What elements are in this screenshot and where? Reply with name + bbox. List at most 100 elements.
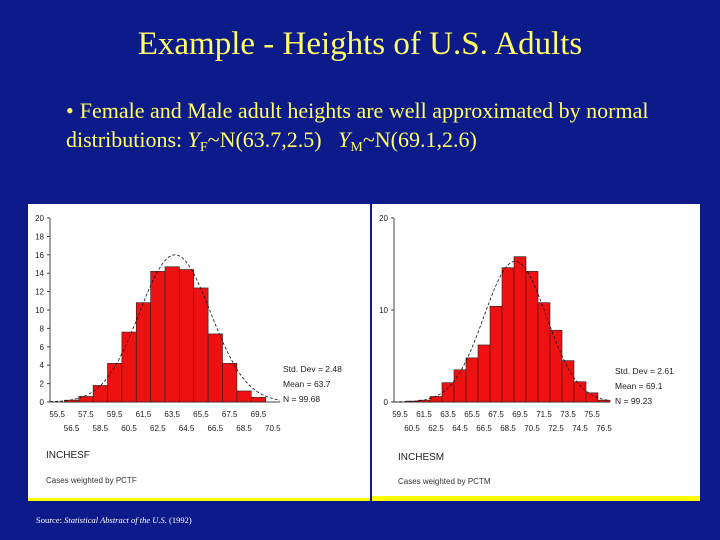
male-histogram-x-tick-label: 75.5 xyxy=(584,410,600,419)
female-histogram-svg: 0 2 4 6 8 10 12 14 16 18 20 55.5 57.5 59.5 61.5 63.5 65.… xyxy=(35,214,281,433)
female-histogram-y-tick-label: 6 xyxy=(40,343,45,352)
male-histogram-panel: 0 10 20 59.5 61.5 63.5 65.5 67.5 69.5 71.5 73.5 75.… xyxy=(372,204,700,501)
female-dist-formula: YF~N(63.7,2.5) xyxy=(187,127,322,155)
female-histogram-bar xyxy=(250,397,266,403)
male-histogram-bar xyxy=(525,271,539,403)
female-histogram-y-tick-label: 20 xyxy=(35,214,44,223)
female-histogram-y-tick-label: 2 xyxy=(40,380,45,389)
male-weight-note: Cases weighted by PCTM xyxy=(398,477,491,486)
female-histogram-x-tick-label: 70.5 xyxy=(265,424,281,433)
male-histogram-x-tick-label: 66.5 xyxy=(476,424,492,433)
female-stat-sd: Std. Dev = 2.48 xyxy=(283,364,342,374)
female-histogram-x-tick-label: 62.5 xyxy=(150,424,166,433)
female-histogram-panel: 0 2 4 6 8 10 12 14 16 18 20 55.5 57.5 59.5 61.5 63.5 65.… xyxy=(28,204,370,501)
male-stats: Std. Dev = 2.61 Mean = 69.1 N = 99.23 xyxy=(615,364,674,409)
female-dist: ~N(63.7,2.5) xyxy=(207,127,322,152)
male-stat-mean: Mean = 69.1 xyxy=(615,381,663,391)
female-histogram-x-tick-label: 59.5 xyxy=(107,410,123,419)
female-histogram-y-tick-label: 4 xyxy=(40,361,45,370)
female-histogram-y-tick-label: 8 xyxy=(40,324,45,333)
female-histogram-x-tick-label: 65.5 xyxy=(193,410,209,419)
male-dist: ~N(69.1,2.6) xyxy=(362,127,477,152)
female-histogram-y-tick-label: 14 xyxy=(35,269,44,278)
female-variable-label: INCHESF xyxy=(46,450,90,461)
female-histogram-y-tick-label: 16 xyxy=(35,251,44,260)
bullet-text: Female and Male adult heights are well a… xyxy=(66,98,649,152)
male-histogram-bar xyxy=(453,369,467,403)
male-histogram-y-tick-label: 0 xyxy=(384,398,389,407)
female-histogram-x-tick-label: 66.5 xyxy=(208,424,224,433)
source-year: (1992) xyxy=(169,515,192,525)
female-histogram-bar xyxy=(222,363,238,403)
male-histogram-x-tick-label: 61.5 xyxy=(416,410,432,419)
male-histogram-normal-curve xyxy=(394,260,611,403)
male-dist-formula: YM~N(69.1,2.6) xyxy=(338,127,477,155)
male-histogram-bar xyxy=(573,381,587,403)
female-stats: Std. Dev = 2.48 Mean = 63.7 N = 99.68 xyxy=(283,362,342,407)
female-histogram-y-tick-label: 10 xyxy=(35,306,44,315)
female-histogram-x-tick-label: 63.5 xyxy=(164,410,180,419)
male-variable-label: INCHESM xyxy=(398,452,445,463)
source-prefix: Source: xyxy=(36,515,65,525)
female-histogram-bar xyxy=(193,287,209,403)
male-histogram-y-tick-label: 10 xyxy=(379,306,388,315)
female-histogram-x-tick-label: 68.5 xyxy=(236,424,252,433)
slide-title: Example - Heights of U.S. Adults xyxy=(137,26,583,62)
female-histogram-x-tick-label: 58.5 xyxy=(93,424,109,433)
male-histogram-x-tick-label: 72.5 xyxy=(548,424,564,433)
female-histogram-bar xyxy=(121,331,137,403)
female-histogram-bar xyxy=(179,269,195,403)
female-stat-mean: Mean = 63.7 xyxy=(283,379,331,389)
female-histogram-x-tick-label: 56.5 xyxy=(64,424,80,433)
male-histogram-x-tick-label: 76.5 xyxy=(596,424,612,433)
bullet-marker: • xyxy=(66,98,74,123)
male-histogram-x-tick-label: 67.5 xyxy=(488,410,504,419)
male-histogram-x-tick-label: 63.5 xyxy=(440,410,456,419)
male-histogram-svg: 0 10 20 59.5 61.5 63.5 65.5 67.5 69.5 71.5 73.5 75.… xyxy=(379,214,612,433)
female-stat-n: N = 99.68 xyxy=(283,394,321,404)
male-histogram-x-tick-label: 64.5 xyxy=(452,424,468,433)
male-stat-sd: Std. Dev = 2.61 xyxy=(615,366,674,376)
male-histogram-bar xyxy=(561,360,575,403)
female-histogram-x-tick-label: 64.5 xyxy=(179,424,195,433)
male-histogram-x-tick-label: 70.5 xyxy=(524,424,540,433)
female-histogram-normal-curve xyxy=(49,254,281,403)
female-histogram-bar xyxy=(164,266,180,403)
female-histogram-x-tick-label: 67.5 xyxy=(222,410,238,419)
male-histogram-bar xyxy=(429,396,443,403)
female-histogram-x-tick-label: 60.5 xyxy=(121,424,137,433)
male-histogram-x-tick-label: 69.5 xyxy=(512,410,528,419)
female-histogram-bar xyxy=(236,390,252,403)
male-histogram-x-tick-label: 60.5 xyxy=(404,424,420,433)
female-histogram-bar xyxy=(135,302,151,403)
male-histogram-x-tick-label: 62.5 xyxy=(428,424,444,433)
female-histogram-x-tick-label: 55.5 xyxy=(49,410,65,419)
source-title: Statistical Abstract of the U.S. xyxy=(64,515,167,525)
male-histogram-bar xyxy=(597,399,611,403)
female-histogram-bar xyxy=(207,333,223,403)
female-symbol: Y xyxy=(187,127,200,152)
female-histogram-bar xyxy=(107,363,123,403)
male-histogram-bar xyxy=(489,306,503,403)
female-histogram-y-tick-label: 0 xyxy=(40,398,45,407)
male-histogram-x-tick-label: 68.5 xyxy=(500,424,516,433)
male-symbol: Y xyxy=(338,127,351,152)
female-histogram-x-tick-label: 61.5 xyxy=(136,410,152,419)
female-histogram-x-tick-label: 57.5 xyxy=(78,410,94,419)
male-histogram-bar xyxy=(465,357,479,403)
female-histogram-bar xyxy=(92,385,108,403)
male-histogram-y-tick-label: 20 xyxy=(379,214,388,223)
female-subscript: F xyxy=(199,140,208,155)
male-histogram-x-tick-label: 74.5 xyxy=(572,424,588,433)
male-histogram-x-tick-label: 73.5 xyxy=(560,410,576,419)
male-histogram-bar xyxy=(477,344,491,403)
male-histogram-x-tick-label: 59.5 xyxy=(392,410,408,419)
female-histogram-y-tick-label: 18 xyxy=(35,232,44,241)
male-histogram-x-tick-label: 65.5 xyxy=(464,410,480,419)
male-histogram-bar xyxy=(501,267,515,403)
male-subscript: M xyxy=(350,140,363,155)
male-histogram-x-tick-label: 71.5 xyxy=(536,410,552,419)
male-histogram-bar xyxy=(537,302,551,403)
female-histogram-x-tick-label: 69.5 xyxy=(251,410,267,419)
female-histogram-y-tick-label: 12 xyxy=(35,288,44,297)
